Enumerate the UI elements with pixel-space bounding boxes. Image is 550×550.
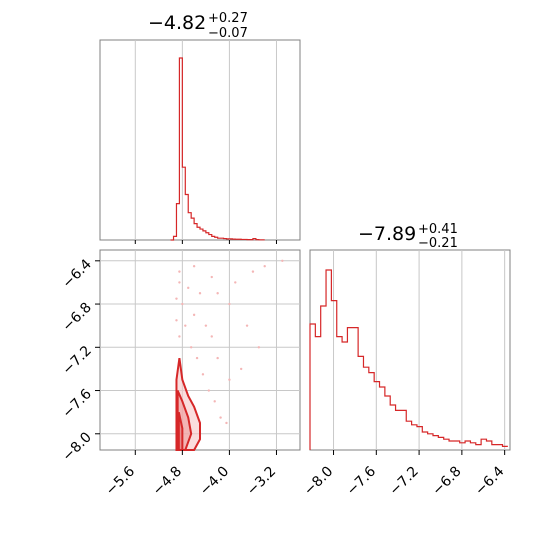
scatter-point [234, 281, 237, 284]
scatter-point [207, 389, 211, 392]
scatter-point [213, 400, 216, 403]
x-tick-label: −4.8 [150, 464, 185, 499]
scatter-point [263, 265, 266, 268]
histogram-2-line [309, 269, 508, 450]
title-1-upper: +0.27 [208, 11, 248, 26]
scatter-point [216, 356, 219, 360]
y-tick-label: −6.4 [59, 256, 94, 291]
title-2-lower: −0.21 [418, 236, 458, 251]
scatter-point [281, 259, 284, 263]
scatter-points [175, 259, 284, 425]
scatter-point [219, 416, 222, 419]
x-tick-label: −5.6 [103, 463, 138, 498]
title-2-upper: +0.41 [418, 222, 458, 237]
scatter-point [239, 367, 243, 371]
scatter-point [228, 302, 231, 306]
scatter-point [184, 324, 187, 327]
panel-bottom-right: −8.0 −7.6 −7.2 −6.8 −6.4 −7.89 +0.41 −0.21 [301, 222, 511, 499]
y-tick-label: −8.0 [59, 429, 94, 464]
scatter-point [192, 313, 196, 317]
title-1-lower: −0.07 [208, 26, 248, 41]
scatter-point [216, 292, 219, 295]
histogram-1-line [170, 57, 265, 241]
scatter-point [228, 378, 231, 381]
scatter-point [178, 335, 181, 338]
y-tick-label: −7.6 [59, 386, 94, 421]
panel-bottom-right-frame [309, 249, 511, 451]
panel-bottom-right-title: −7.89 +0.41 −0.21 [358, 222, 458, 251]
y-tick-label: −7.2 [59, 343, 94, 378]
x-tick-label: −8.0 [301, 464, 336, 499]
scatter-point [189, 346, 193, 349]
panel-bottom-left: −5.6 −4.8 −4.0 −3.2 −6.4 −6.8 −7.2 −7.6 −8.0 [59, 249, 301, 499]
scatter-point [210, 275, 213, 279]
title-2-median: −7.89 [358, 223, 416, 245]
panel-bottom-left-xticks: −5.6 −4.8 −4.0 −3.2 [103, 450, 279, 499]
scatter-point [181, 302, 184, 306]
panel-bottom-right-xticks: −8.0 −7.6 −7.2 −6.8 −6.4 [301, 450, 508, 499]
x-tick-label: −4.0 [197, 464, 232, 499]
scatter-point [225, 421, 228, 425]
scatter-point [175, 319, 178, 322]
panel-top-left: −4.82 +0.27 −0.07 [99, 11, 301, 244]
x-tick-label: −7.2 [387, 464, 422, 499]
x-tick-label: −6.4 [472, 463, 507, 498]
x-tick-label: −6.8 [429, 464, 464, 499]
scatter-point [175, 297, 178, 300]
panel-bottom-left-frame [99, 249, 301, 451]
title-1-median: −4.82 [148, 12, 206, 34]
scatter-point [257, 346, 261, 349]
scatter-point [245, 324, 249, 327]
scatter-point [187, 286, 190, 290]
scatter-point [192, 265, 196, 268]
scatter-point [204, 324, 208, 327]
scatter-point [178, 270, 181, 273]
contour-level [177, 411, 184, 451]
scatter-point [201, 373, 205, 376]
panel-top-left-frame [99, 39, 301, 241]
panel-bottom-left-yticks: −6.4 −6.8 −7.2 −7.6 −8.0 [59, 256, 100, 465]
contours [175, 357, 201, 451]
scatter-point [210, 335, 213, 338]
scatter-point [251, 270, 255, 273]
y-tick-label: −6.8 [59, 300, 94, 335]
scatter-point [195, 356, 199, 360]
panel-top-left-title: −4.82 +0.27 −0.07 [148, 11, 248, 41]
panel-bottom-right-grid [333, 250, 506, 450]
x-tick-label: −7.6 [344, 463, 379, 498]
scatter-point [198, 292, 202, 295]
x-tick-label: −3.2 [244, 464, 279, 499]
scatter-point [178, 281, 181, 284]
